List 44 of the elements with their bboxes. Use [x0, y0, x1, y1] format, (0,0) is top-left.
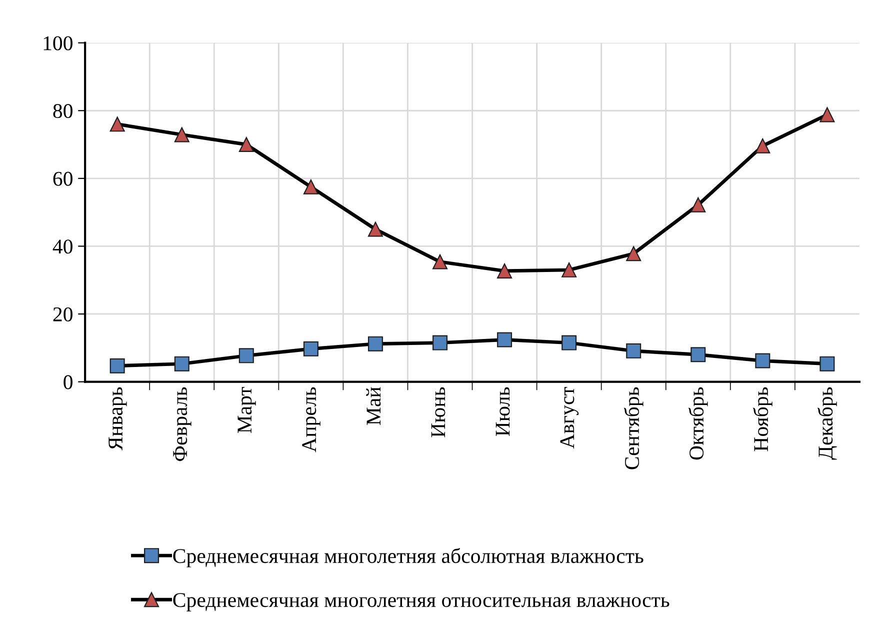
x-tick-label: Июль	[496, 387, 510, 436]
x-tick-label: Октябрь	[688, 387, 708, 460]
x-tick-label: Март	[238, 386, 256, 434]
x-tick-label: Январь	[108, 387, 127, 450]
point	[432, 254, 448, 270]
point	[238, 137, 254, 152]
point	[174, 127, 190, 142]
x-tick-label: Июнь	[431, 387, 446, 438]
y-tick-label: 40	[52, 240, 72, 254]
point	[110, 116, 125, 132]
y-tick-label: 100	[44, 36, 72, 50]
legend-label: Среднемесячная многолетняя относительная влажность	[173, 593, 670, 612]
x-tick-label: Ноябрь	[752, 387, 772, 452]
point	[690, 197, 706, 212]
x-tick-label: Апрель	[302, 387, 320, 452]
x-tick-label: Февраль	[173, 387, 192, 462]
point	[690, 347, 706, 362]
point	[303, 341, 318, 356]
point	[755, 138, 770, 154]
point	[626, 343, 642, 358]
x-tick-label: Декабрь	[818, 387, 837, 460]
point	[497, 263, 512, 278]
y-tick-label: 20	[53, 307, 72, 322]
point	[820, 356, 835, 372]
x-tick-label: Август	[560, 386, 579, 449]
point	[820, 107, 835, 122]
point	[110, 358, 125, 374]
x-tick-label: Сентябрь	[624, 387, 644, 470]
point	[303, 179, 318, 194]
point	[174, 356, 190, 372]
y-tick-label: 80	[53, 104, 72, 118]
point	[755, 353, 770, 368]
point	[562, 262, 577, 278]
point	[432, 335, 448, 350]
point	[368, 222, 383, 237]
x-tick-label: Май	[366, 387, 381, 425]
y-tick-label: 0	[64, 375, 72, 390]
point	[626, 246, 642, 262]
point	[368, 336, 383, 352]
legend-label: Среднемесячная многолетняя абсолютная влажность	[173, 548, 644, 568]
point	[497, 332, 512, 348]
point	[238, 348, 254, 364]
y-tick-label: 60	[53, 172, 72, 186]
point	[562, 335, 577, 350]
